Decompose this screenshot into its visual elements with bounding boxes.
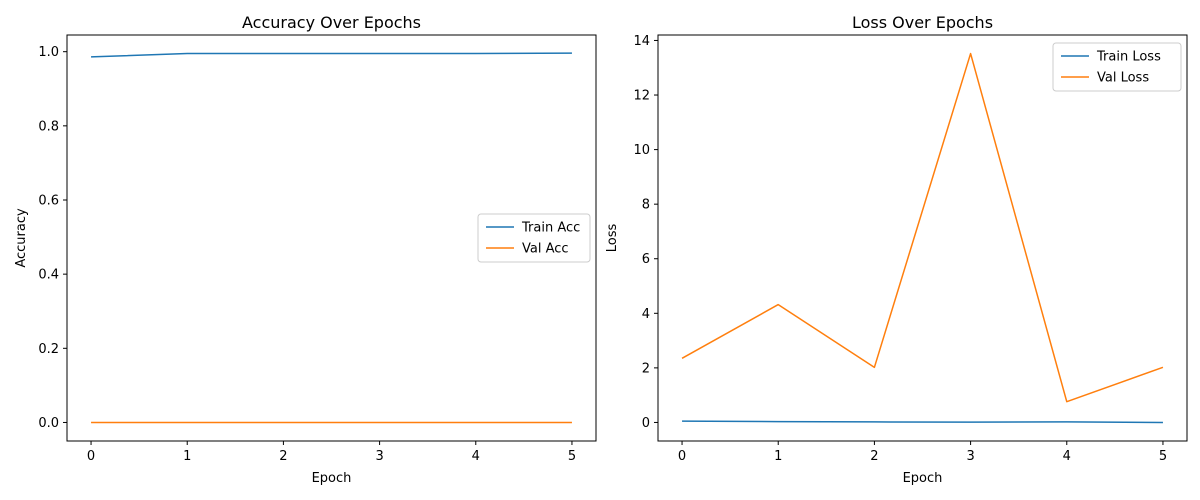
- legend-label: Val Loss: [1097, 71, 1149, 86]
- y-tick-label: 2: [642, 361, 650, 376]
- x-tick-label: 2: [870, 449, 878, 464]
- y-tick-label: 8: [642, 198, 650, 213]
- loss-chart: Loss Over Epochs Epoch Loss 0 1 2 3 4 5024681…: [605, 13, 1188, 486]
- series-line-train-acc: [91, 52, 572, 58]
- x-tick-label: 0: [678, 449, 686, 464]
- x-axis-label: Epoch: [903, 471, 943, 486]
- y-tick-label: 0: [642, 416, 650, 431]
- legend-label: Train Loss: [1096, 50, 1161, 65]
- legend-box: [1052, 42, 1182, 92]
- accuracy-chart: Accuracy Over Epochs Epoch Accuracy 0 1 2 3…: [14, 13, 597, 486]
- x-tick-label: 4: [472, 449, 480, 464]
- y-tick-label: 4: [642, 307, 650, 322]
- y-tick-label: 0.0: [38, 416, 59, 431]
- x-tick-label: 5: [568, 449, 576, 464]
- y-axis-label: Loss: [605, 224, 620, 253]
- series-line-val-loss: [681, 52, 1164, 403]
- legend-label: Train Acc: [521, 221, 580, 236]
- y-tick-label: 0.6: [38, 193, 59, 208]
- x-tick-label: 5: [1159, 449, 1167, 464]
- y-tick-label: 6: [642, 252, 650, 267]
- legend-label: Val Acc: [522, 242, 569, 257]
- legend-box: [477, 213, 591, 263]
- y-tick-label: 0.8: [38, 119, 59, 134]
- series-lines: [91, 52, 572, 424]
- x-tick-label: 2: [279, 449, 287, 464]
- series-line-train-loss: [682, 420, 1163, 424]
- y-tick-label: 14: [633, 34, 650, 49]
- legend: Train Loss Val Loss: [1052, 42, 1182, 92]
- x-tick-label: 1: [183, 449, 191, 464]
- x-tick-label: 1: [774, 449, 782, 464]
- y-tick-label: 12: [633, 89, 650, 104]
- chart-title: Loss Over Epochs: [852, 13, 993, 32]
- chart-title: Accuracy Over Epochs: [242, 13, 421, 32]
- legend: Train Acc Val Acc: [477, 213, 591, 263]
- y-tick-label: 0.2: [38, 342, 59, 357]
- x-tick-label: 3: [966, 449, 974, 464]
- y-tick-label: 1.0: [38, 45, 59, 60]
- series-lines: [681, 52, 1164, 424]
- x-tick-label: 0: [87, 449, 95, 464]
- y-tick-label: 0.4: [38, 268, 59, 283]
- x-tick-label: 4: [1063, 449, 1071, 464]
- x-axis-label: Epoch: [312, 471, 352, 486]
- plot-frame: [657, 34, 1188, 442]
- y-axis-label: Accuracy: [14, 208, 29, 268]
- tick-group: 0 1 2 3 4 5 0.0 0.2 0.4 0.6 0.8 1.0: [38, 45, 576, 464]
- x-tick-label: 3: [375, 449, 383, 464]
- y-tick-label: 10: [633, 143, 650, 158]
- plot-frame: [66, 34, 597, 442]
